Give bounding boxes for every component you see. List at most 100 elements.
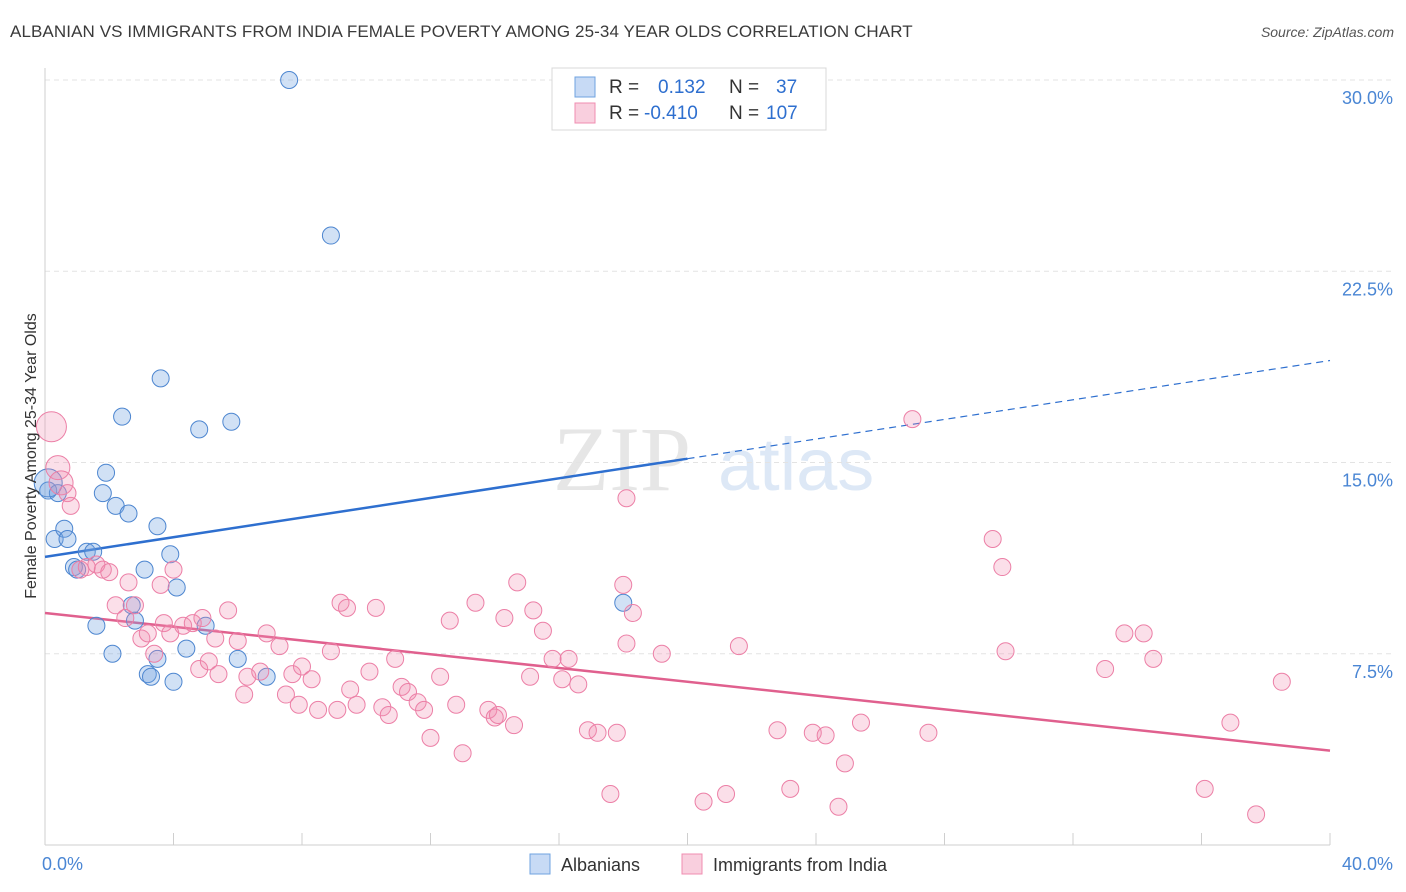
bottom-legend-label-india: Immigrants from India bbox=[713, 855, 888, 875]
india-point bbox=[415, 700, 434, 719]
india-point bbox=[302, 670, 321, 689]
albanian-point bbox=[190, 420, 209, 439]
legend-n-value-2: 107 bbox=[766, 103, 798, 124]
india-point bbox=[1134, 624, 1153, 643]
bottom-legend-label-albanians: Albanians bbox=[561, 855, 640, 875]
india-point bbox=[1221, 713, 1240, 732]
legend-r-value-2: -0.410 bbox=[644, 103, 698, 124]
india-point bbox=[219, 601, 238, 620]
india-point bbox=[543, 649, 562, 668]
x-tick-label: 40.0% bbox=[1342, 854, 1393, 874]
y-tick-label: 30.0% bbox=[1342, 88, 1393, 108]
india-point bbox=[479, 700, 498, 719]
india-point bbox=[373, 698, 392, 717]
albanian-point bbox=[55, 519, 74, 538]
india-point bbox=[1115, 624, 1134, 643]
watermark-zip: ZIP bbox=[553, 408, 691, 510]
india-point bbox=[421, 728, 440, 747]
india-point bbox=[379, 705, 398, 724]
india-point bbox=[617, 489, 636, 508]
india-point bbox=[235, 685, 254, 704]
india-point bbox=[903, 410, 922, 429]
india-point bbox=[1272, 672, 1291, 691]
legend-n-label-2: N = bbox=[729, 103, 759, 124]
india-point bbox=[289, 695, 308, 714]
tick-labels: 7.5% 15.0% 22.5% 30.0% 0.0% 40.0% bbox=[42, 88, 1393, 874]
india-point bbox=[183, 614, 202, 633]
india-point bbox=[360, 662, 379, 681]
india-point bbox=[251, 662, 270, 681]
legend-r-label-1: R = bbox=[609, 77, 639, 98]
albanian-point bbox=[177, 639, 196, 658]
india-point bbox=[816, 726, 835, 745]
albanian-point bbox=[164, 672, 183, 691]
albanian-point bbox=[148, 517, 167, 536]
india-point bbox=[508, 573, 527, 592]
india-point bbox=[283, 665, 302, 684]
albanian-point bbox=[87, 616, 106, 635]
india-trend-line bbox=[44, 611, 1331, 752]
albanian-point bbox=[135, 560, 154, 579]
india-point bbox=[488, 705, 507, 724]
india-point bbox=[588, 723, 607, 742]
legend-n-label-1: N = bbox=[729, 77, 759, 98]
india-point bbox=[614, 575, 633, 594]
albanian-point bbox=[97, 463, 116, 482]
scatter-points bbox=[33, 71, 1291, 824]
india-point bbox=[623, 603, 642, 622]
india-point bbox=[199, 652, 218, 671]
india-point bbox=[35, 411, 67, 443]
albanian-point bbox=[228, 649, 247, 668]
india-point bbox=[717, 785, 736, 803]
india-point bbox=[293, 657, 311, 676]
bottom-legend: Albanians Immigrants from India bbox=[529, 853, 888, 875]
india-point bbox=[138, 624, 157, 643]
india-point bbox=[521, 667, 540, 686]
india-point bbox=[559, 649, 578, 668]
legend-swatch-india bbox=[574, 102, 596, 124]
legend-n-value-1: 37 bbox=[776, 77, 797, 98]
legend-swatch-albanians bbox=[574, 76, 596, 98]
india-point bbox=[829, 797, 848, 816]
albanian-point bbox=[93, 484, 112, 503]
legend-r-label-2: R = bbox=[609, 103, 639, 124]
india-point bbox=[768, 721, 787, 740]
x-tick-label: 0.0% bbox=[42, 854, 83, 874]
india-point bbox=[386, 649, 405, 668]
india-point bbox=[45, 455, 71, 481]
albanian-point bbox=[103, 644, 122, 663]
india-point bbox=[106, 596, 125, 615]
albanian-point bbox=[77, 542, 96, 561]
india-point bbox=[983, 530, 1002, 548]
india-point bbox=[270, 637, 289, 656]
india-point bbox=[164, 560, 183, 579]
india-point bbox=[193, 609, 212, 628]
bottom-legend-swatch-india bbox=[681, 853, 703, 875]
albanian-point bbox=[222, 412, 241, 431]
india-point bbox=[835, 754, 854, 773]
india-point bbox=[328, 700, 347, 719]
india-point bbox=[48, 470, 74, 496]
albanian-point bbox=[33, 468, 63, 498]
y-axis-label: Female Poverty Among 25-34 Year Olds bbox=[23, 313, 40, 599]
india-point bbox=[729, 637, 748, 656]
india-point bbox=[61, 496, 80, 515]
india-point bbox=[151, 575, 170, 594]
india-point bbox=[440, 611, 459, 630]
india-point bbox=[1195, 779, 1214, 798]
india-point bbox=[851, 713, 870, 732]
india-point bbox=[781, 779, 800, 798]
india-point bbox=[119, 573, 138, 592]
albanian-point bbox=[113, 407, 132, 426]
india-point bbox=[347, 695, 366, 714]
axes bbox=[44, 68, 1331, 846]
legend-r-value-1: 0.132 bbox=[658, 77, 706, 98]
india-point bbox=[1247, 805, 1266, 824]
india-point bbox=[553, 670, 572, 689]
source-label: Source: ZipAtlas.com bbox=[1260, 24, 1394, 40]
india-point bbox=[607, 723, 626, 742]
albanian-point bbox=[161, 545, 180, 564]
india-point bbox=[366, 598, 385, 617]
india-point bbox=[533, 621, 552, 640]
